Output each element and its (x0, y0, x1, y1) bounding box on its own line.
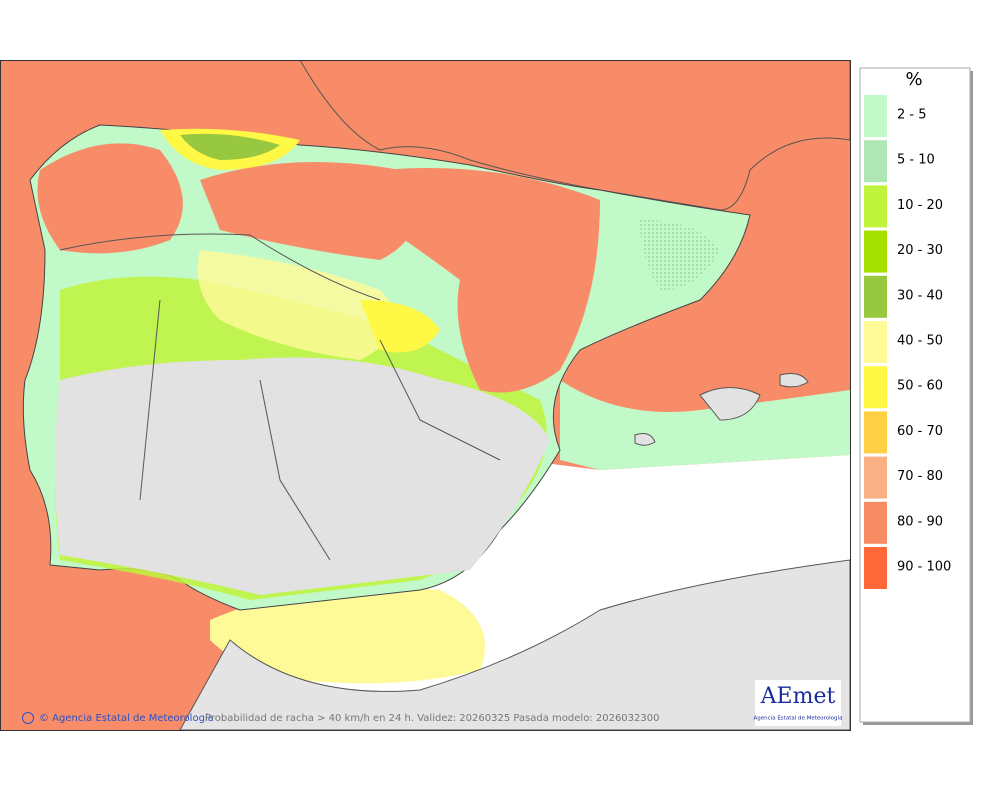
band (200, 162, 416, 260)
legend-swatch (864, 366, 887, 409)
legend-label: 80 - 90 (897, 514, 943, 529)
island (779, 373, 809, 388)
legend-label: 40 - 50 (897, 334, 943, 349)
island (634, 433, 656, 446)
legend-swatch (864, 501, 887, 544)
legend-label: 5 - 10 (897, 153, 935, 168)
legend-swatch (864, 230, 887, 273)
band (210, 588, 485, 684)
legend-swatch (864, 456, 887, 499)
legend-swatch (864, 140, 887, 183)
legend-label: 10 - 20 (897, 198, 943, 213)
legend-swatch (864, 547, 887, 589)
legend-label: 30 - 40 (897, 288, 943, 303)
logo-subtitle: Agencia Estatal de Meteorología (754, 715, 843, 722)
legend-swatch (864, 95, 887, 137)
band (180, 133, 280, 160)
legend-swatch (864, 321, 887, 363)
band (37, 143, 183, 254)
legend-swatch (864, 411, 887, 454)
land-africa (179, 559, 850, 730)
island (699, 387, 761, 421)
legend-label: 20 - 30 (897, 243, 943, 258)
legend-items: 2 - 5 5 - 10 10 - 20 20 - 30 30 - 40 40 - 50 5… (864, 95, 951, 589)
legend-title: % (905, 69, 922, 90)
legend-label: 50 - 60 (897, 379, 943, 394)
copyright-icon (22, 712, 34, 724)
band (197, 250, 396, 360)
legend-label: 2 - 5 (897, 108, 927, 123)
land-plain (55, 357, 550, 595)
legend-label: 70 - 80 (897, 469, 943, 484)
border (59, 233, 501, 561)
legend-label: 90 - 100 (897, 560, 951, 575)
legend-swatch (864, 185, 887, 228)
band (560, 380, 850, 470)
legend-swatch (864, 275, 887, 318)
band (360, 300, 440, 353)
logo: AEmet (760, 684, 836, 709)
map-frame (0, 60, 851, 731)
caption: Probabilidad de racha > 40 km/h en 24 h.… (205, 713, 659, 724)
legend-label: 60 - 70 (897, 424, 943, 439)
logo-box (755, 680, 841, 726)
copyright: © Agencia Estatal de Meteorología (39, 712, 214, 724)
map: © Agencia Estatal de Meteorología Probab… (0, 60, 850, 730)
band (640, 220, 720, 290)
band (380, 168, 600, 393)
